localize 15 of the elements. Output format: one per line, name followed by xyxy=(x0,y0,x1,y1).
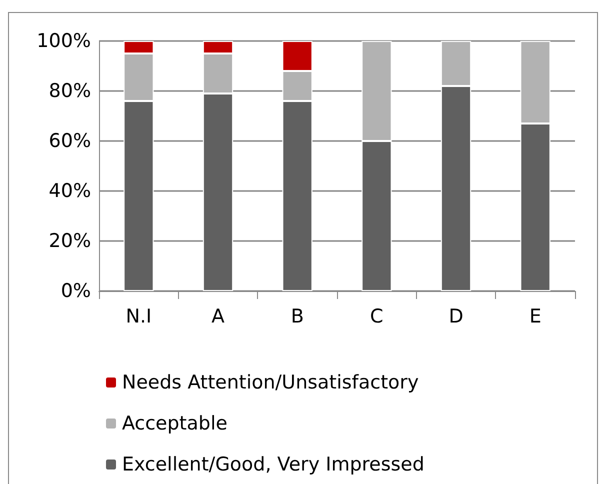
y-tick-label: 0% xyxy=(60,280,91,302)
x-tick-label: D xyxy=(448,306,464,328)
x-tick-label: N.I xyxy=(126,306,152,328)
x-tick-label: A xyxy=(212,306,224,328)
y-tick-label: 60% xyxy=(48,130,91,152)
y-tick-label: 100% xyxy=(36,30,91,52)
x-tick-label: E xyxy=(529,306,542,328)
y-tick-label: 80% xyxy=(48,80,91,102)
x-tick-label: C xyxy=(370,306,384,328)
legend-label: Needs Attention/Unsatisfactory xyxy=(122,372,419,394)
x-tick-label: B xyxy=(290,306,304,328)
y-tick-label: 20% xyxy=(48,230,91,252)
legend-label: Acceptable xyxy=(122,412,228,434)
legend-label: Excellent/Good, Very Impressed xyxy=(122,454,424,476)
y-tick-label: 40% xyxy=(48,180,91,202)
